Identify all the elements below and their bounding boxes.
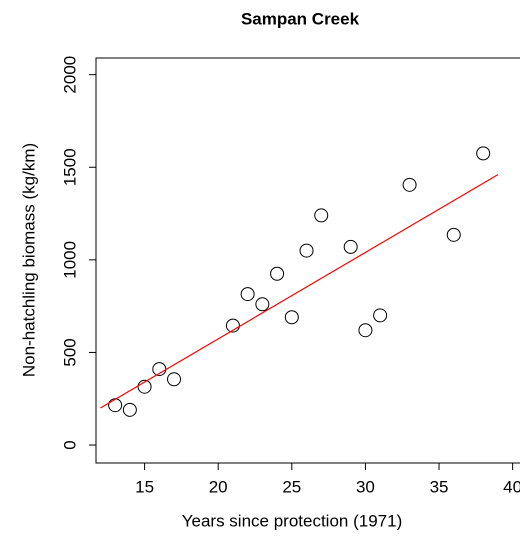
x-tick-label: 25: [282, 477, 301, 496]
y-axis-label: Non-hatchling biomass (kg/km): [19, 143, 38, 377]
point: [476, 146, 491, 161]
x-tick-label: 40: [503, 477, 520, 496]
x-tick-label: 35: [430, 477, 449, 496]
point: [255, 297, 270, 312]
point: [167, 372, 182, 387]
x-tick-label: 15: [135, 477, 154, 496]
y-tick-label: 1500: [60, 148, 79, 186]
point: [225, 318, 240, 333]
x-tick-label: 20: [209, 477, 228, 496]
point: [270, 266, 285, 281]
point: [299, 243, 314, 258]
point: [284, 310, 299, 325]
point: [314, 208, 329, 223]
point: [137, 379, 152, 394]
y-tick-label: 1000: [60, 241, 79, 279]
point: [343, 239, 358, 254]
x-tick-label: 30: [356, 477, 375, 496]
point: [373, 308, 388, 323]
fit-line: [100, 174, 499, 409]
point: [446, 227, 461, 242]
y-tick-label: 2000: [60, 56, 79, 94]
y-tick-label: 0: [60, 440, 79, 449]
point: [108, 398, 123, 413]
point: [358, 323, 373, 338]
y-tick-label: 500: [60, 338, 79, 366]
point: [240, 287, 255, 302]
point: [122, 402, 137, 417]
plot-box: [95, 57, 520, 464]
chart-title: Sampan Creek: [241, 9, 360, 28]
x-axis-label: Years since protection (1971): [182, 511, 403, 530]
point: [402, 177, 417, 192]
